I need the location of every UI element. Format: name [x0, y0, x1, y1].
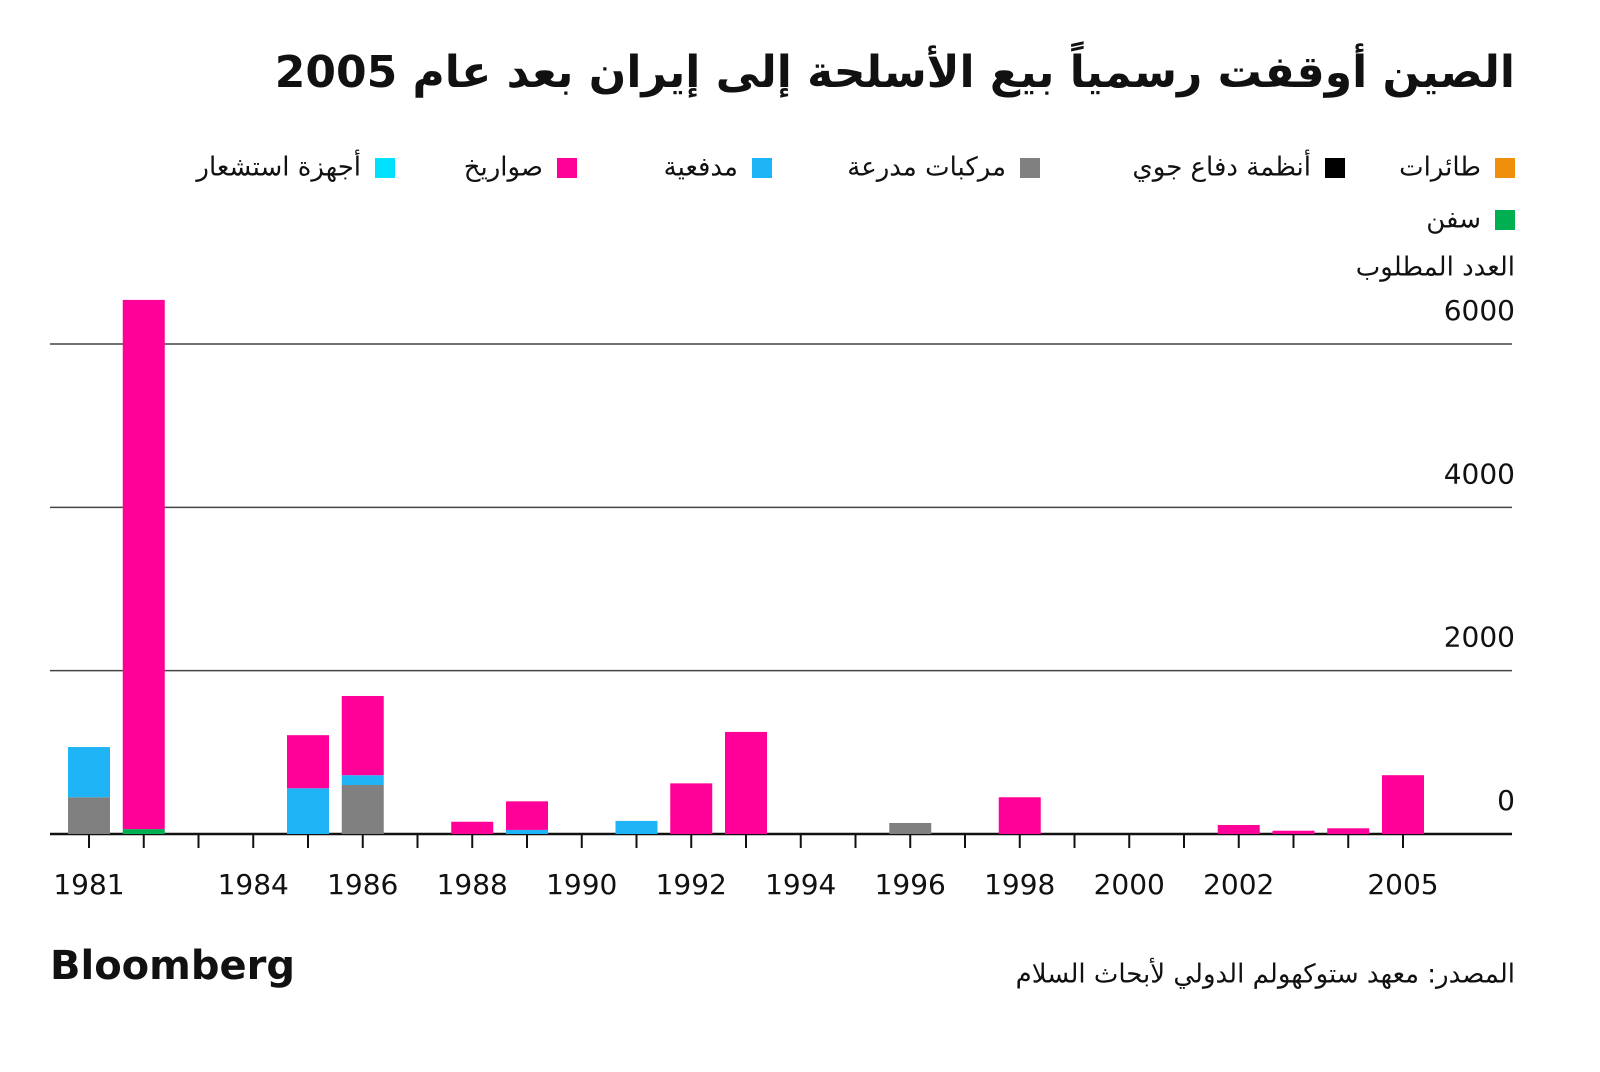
bar-segment	[122, 829, 165, 834]
legend-label: أجهزة استشعار	[194, 149, 361, 183]
bar-segment	[287, 735, 329, 789]
brand: Bloomberg	[50, 943, 295, 989]
y-tick-label: 6000	[1444, 294, 1515, 327]
bar-segment	[670, 783, 713, 834]
x-tick-label: 1990	[546, 868, 617, 901]
x-tick-label: 1998	[984, 868, 1055, 901]
legend-swatch	[1495, 158, 1515, 178]
bar-segment	[451, 821, 494, 834]
x-tick-label: 1988	[437, 868, 508, 901]
legend-swatch	[375, 158, 395, 178]
x-tick-label: 2002	[1203, 868, 1274, 901]
bar-segment	[1217, 825, 1260, 834]
y-axis-label: العدد المطلوب	[1356, 253, 1515, 283]
bar-segment	[341, 785, 384, 834]
bar-segment	[725, 731, 767, 834]
legend-label: مدفعية	[664, 153, 738, 183]
x-tick-label: 2000	[1094, 868, 1165, 901]
legend-swatch	[557, 158, 577, 178]
bar-segment	[998, 797, 1041, 834]
x-tick-label: 1996	[875, 868, 946, 901]
x-tick-label: 1986	[327, 868, 398, 901]
x-tick-label: 2005	[1367, 868, 1438, 901]
x-tick-label: 1994	[765, 868, 836, 901]
legend-swatch	[1495, 210, 1515, 230]
bar-segment	[1382, 775, 1424, 834]
legend-label: طائرات	[1399, 153, 1481, 183]
y-tick-label: 4000	[1444, 457, 1515, 490]
y-tick-label: 2000	[1444, 621, 1515, 654]
source: المصدر: معهد ستوكهولم الدولي لأبحاث السل…	[1016, 957, 1515, 990]
bar-segment	[287, 788, 329, 834]
legend-swatch	[1325, 158, 1345, 178]
chart-title: الصين أوقفت رسمياً بيع الأسلحة إلى إيران…	[275, 40, 1515, 98]
y-tick-label: 0	[1497, 784, 1515, 817]
legend-label: أنظمة دفاع جوي	[1132, 149, 1311, 183]
x-tick-label: 1984	[218, 868, 289, 901]
bar-segment	[341, 775, 384, 785]
bar-segment	[889, 822, 932, 834]
bar-segment	[68, 747, 110, 798]
bar-segment	[506, 829, 548, 834]
legend-swatch	[752, 158, 772, 178]
bar-segment	[68, 797, 110, 834]
x-tick-label: 1981	[53, 868, 124, 901]
legend-label: مركبات مدرعة	[847, 153, 1006, 183]
x-tick-label: 1992	[656, 868, 727, 901]
bar-segment	[122, 299, 165, 830]
bar-segment	[506, 801, 548, 830]
bar-segment	[1272, 830, 1315, 834]
bar-segment	[615, 820, 658, 834]
legend-swatch	[1020, 158, 1040, 178]
legend-label: صواريخ	[464, 153, 543, 183]
legend-label: سفن	[1426, 205, 1481, 235]
bar-segment	[341, 695, 384, 776]
bar-segment	[1327, 828, 1370, 834]
